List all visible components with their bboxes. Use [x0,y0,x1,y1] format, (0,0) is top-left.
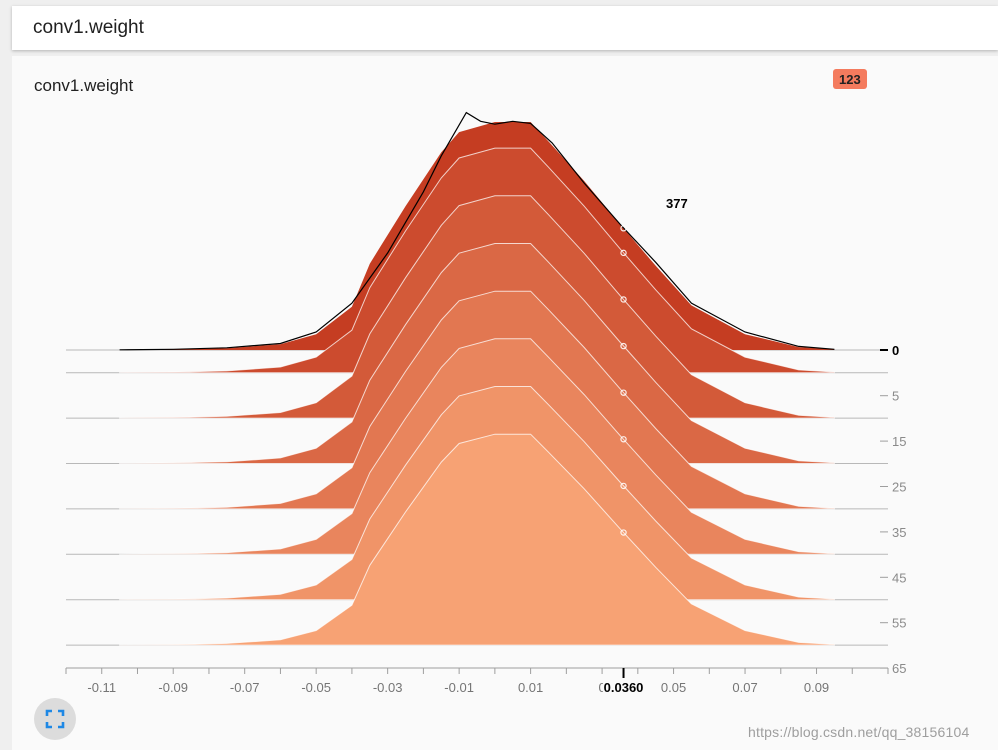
y-tick-label-5: 5 [892,389,899,404]
x-tick-label: -0.01 [444,680,474,695]
y-tick-label-25: 25 [892,480,906,495]
hover-point-25 [620,342,627,350]
x-tick-label: -0.03 [373,680,403,695]
hover-point-45 [620,436,627,443]
x-axis: -0.11 -0.09 -0.07 -0.05 -0.03 -0.01 0.01 0 0.05 0… [65,667,889,695]
watermark: https://blog.csdn.net/qq_38156104 [748,724,970,740]
x-tick-label: 0.05 [661,680,686,695]
expand-button[interactable] [34,698,76,740]
y-tick-label-65: 65 [892,661,906,676]
y-tick-label-15: 15 [892,434,906,449]
y-tick-label-0: 0 [892,343,899,358]
x-tick-label: -0.05 [301,680,331,695]
x-tick-label: 0 [598,680,605,695]
ridge-step-65[interactable] [119,433,835,646]
hover-point-35 [620,389,627,396]
histogram-fills [66,122,888,646]
header-title: conv1.weight [33,17,144,38]
y-tick-label-55: 55 [892,616,906,631]
x-tick-label: 0.07 [732,680,757,695]
x-tick-label: 0.09 [804,680,829,695]
hover-point-65 [620,529,627,536]
x-tick-label: -0.11 [87,680,116,695]
x-tick-label: -0.09 [158,680,188,695]
hover-overlay: 0.0360 377 [602,196,688,697]
hover-x-label: 0.0360 [604,680,644,695]
x-tick-label: -0.07 [230,680,260,695]
hover-point-5 [620,249,627,257]
hover-count-label: 377 [666,196,688,211]
histogram-gridlines [119,111,835,351]
page-header: conv1.weight [12,6,998,50]
card-title: conv1.weight [34,76,134,95]
run-badge[interactable]: 123 [833,69,867,89]
y-tick-label-35: 35 [892,525,906,540]
hover-point-0 [620,225,627,232]
y-axis: 0 5 15 25 35 45 55 65 [880,343,906,676]
y-tick-label-45: 45 [892,570,906,585]
hover-point-15 [620,296,627,303]
x-tick-label: 0.01 [518,680,543,695]
hover-point-55 [620,482,627,490]
fullscreen-icon [45,709,65,729]
hover-ridge-outline [119,111,835,351]
